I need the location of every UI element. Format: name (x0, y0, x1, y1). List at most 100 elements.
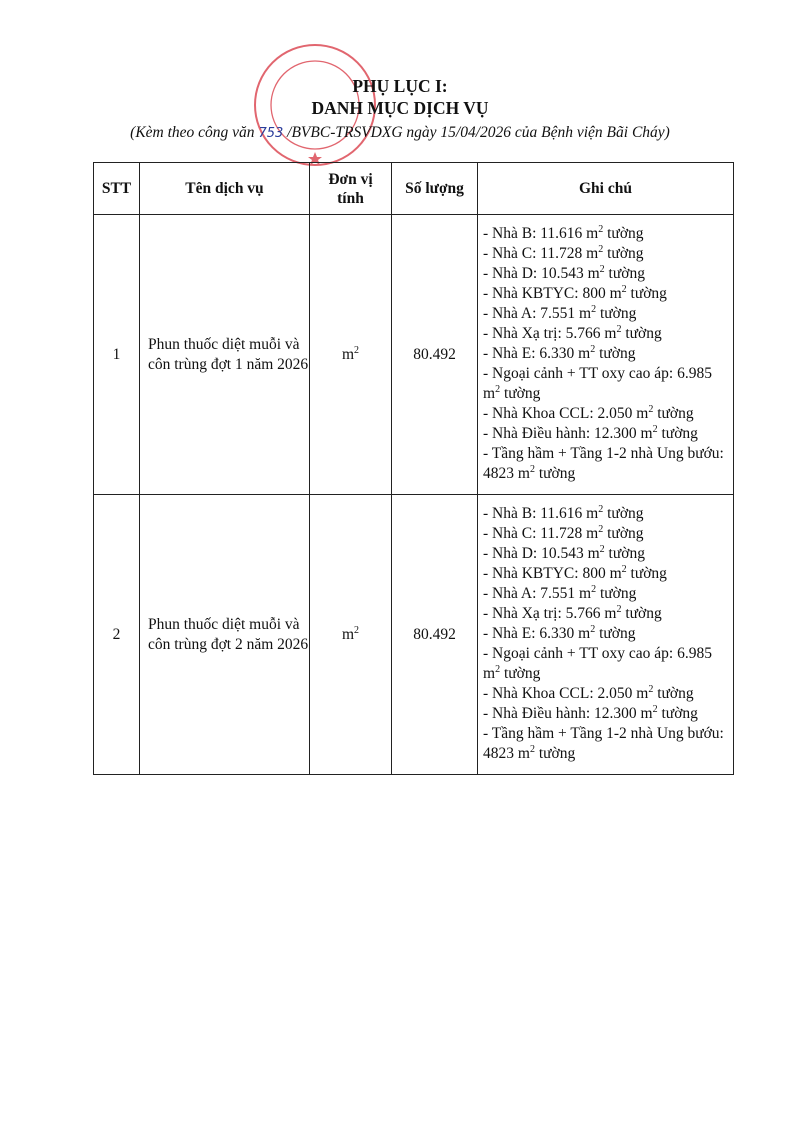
service-table: STT Tên dịch vụ Đơn vị tính Số lượng Ghi… (93, 162, 734, 775)
cell-notes: - Nhà B: 11.616 m2 tường - Nhà C: 11.728 … (477, 214, 734, 495)
handwritten-document-number: 753 (258, 126, 284, 141)
note-superscript: 2 (616, 323, 622, 335)
header-stt: STT (93, 162, 140, 215)
note-line: - Nhà D: 10.543 m2 tường (483, 544, 729, 564)
cell-notes: - Nhà B: 11.616 m2 tường - Nhà C: 11.728 … (477, 494, 734, 775)
note-line: - Nhà A: 7.551 m2 tường (483, 304, 729, 324)
note-superscript: 2 (621, 563, 627, 575)
subtitle-suffix: /BVBC-TRSVDXG ngày 15/04/2026 của Bệnh v… (283, 124, 670, 141)
note-text: - Nhà Khoa CCL: 2.050 m (483, 685, 649, 702)
unit-superscript: 2 (354, 624, 360, 636)
note-line: - Nhà C: 11.728 m2 tường (483, 244, 729, 264)
note-suffix: tường (626, 285, 667, 302)
note-suffix: tường (653, 405, 694, 422)
note-line: - Nhà E: 6.330 m2 tường (483, 624, 729, 644)
cell-service: Phun thuốc diệt muỗi và côn trùng đợt 1 … (139, 214, 310, 495)
note-superscript: 2 (598, 503, 604, 515)
note-superscript: 2 (621, 283, 627, 295)
note-text: - Nhà Khoa CCL: 2.050 m (483, 405, 649, 422)
note-suffix: tường (603, 505, 644, 522)
note-suffix: tường (595, 345, 636, 362)
note-superscript: 2 (648, 403, 654, 415)
note-line: - Nhà B: 11.616 m2 tường (483, 224, 729, 244)
note-line: - Nhà Điều hành: 12.300 m2 tường (483, 424, 729, 444)
note-text: - Nhà KBTYC: 800 m (483, 565, 622, 582)
note-suffix: tường (604, 545, 645, 562)
note-superscript: 2 (590, 343, 596, 355)
note-suffix: tường (500, 385, 541, 402)
header-service: Tên dịch vụ (139, 162, 310, 215)
note-line: - Nhà D: 10.543 m2 tường (483, 264, 729, 284)
note-suffix: tường (657, 705, 698, 722)
note-suffix: tường (534, 745, 576, 762)
note-suffix: tường (603, 525, 644, 542)
note-superscript: 2 (652, 703, 658, 715)
note-superscript: 2 (652, 423, 658, 435)
cell-unit: m2 (309, 494, 392, 775)
note-superscript: 2 (529, 463, 535, 475)
note-text: - Nhà Xạ trị: 5.766 m (483, 605, 617, 622)
note-text: - Nhà D: 10.543 m (483, 545, 600, 562)
cell-quantity: 80.492 (391, 214, 478, 495)
subtitle-prefix: (Kèm theo công văn (130, 124, 259, 141)
note-text: - Tầng hầm + Tầng 1-2 nhà Ung bướu: 4823… (483, 725, 724, 762)
note-text: - Nhà B: 11.616 m (483, 505, 599, 522)
note-suffix: tường (603, 245, 644, 262)
note-suffix: tường (603, 225, 644, 242)
note-text: - Nhà E: 6.330 m (483, 345, 591, 362)
note-superscript: 2 (590, 623, 596, 635)
note-text: - Ngoại cảnh + TT oxy cao áp: 6.985 m (483, 645, 712, 682)
note-text: - Ngoại cảnh + TT oxy cao áp: 6.985 m (483, 365, 712, 402)
note-line: - Nhà Khoa CCL: 2.050 m2 tường (483, 404, 729, 424)
table-row: 1 Phun thuốc diệt muỗi và côn trùng đợt 1… (93, 214, 734, 495)
note-text: - Nhà A: 7.551 m (483, 585, 592, 602)
note-line: - Nhà B: 11.616 m2 tường (483, 504, 729, 524)
note-line: - Nhà E: 6.330 m2 tường (483, 344, 729, 364)
note-line: - Nhà Điều hành: 12.300 m2 tường (483, 704, 729, 724)
note-suffix: tường (657, 425, 698, 442)
note-line: - Nhà Xạ trị: 5.766 m2 tường (483, 604, 729, 624)
note-superscript: 2 (598, 223, 604, 235)
cell-quantity: 80.492 (391, 494, 478, 775)
note-text: - Nhà Xạ trị: 5.766 m (483, 325, 617, 342)
header-unit: Đơn vị tính (309, 162, 392, 215)
note-text: - Nhà B: 11.616 m (483, 225, 599, 242)
table-row: 2 Phun thuốc diệt muỗi và côn trùng đợt 2… (93, 494, 734, 775)
note-suffix: tường (596, 305, 637, 322)
note-text: - Nhà Điều hành: 12.300 m (483, 705, 653, 722)
note-line: - Nhà Xạ trị: 5.766 m2 tường (483, 324, 729, 344)
note-line: - Ngoại cảnh + TT oxy cao áp: 6.985 m2 t… (483, 364, 729, 404)
note-line: - Nhà C: 11.728 m2 tường (483, 524, 729, 544)
appendix-subtitle: (Kèm theo công văn 753 /BVBC-TRSVDXG ngà… (0, 124, 800, 142)
note-suffix: tường (621, 605, 662, 622)
note-suffix: tường (500, 665, 541, 682)
note-superscript: 2 (591, 303, 597, 315)
note-suffix: tường (653, 685, 694, 702)
unit-text: m (341, 345, 355, 363)
note-line: - Nhà KBTYC: 800 m2 tường (483, 564, 729, 584)
note-superscript: 2 (591, 583, 597, 595)
note-suffix: tường (595, 625, 636, 642)
stamp-star-icon (308, 152, 322, 165)
note-text: - Nhà D: 10.543 m (483, 265, 600, 282)
note-text: - Nhà C: 11.728 m (483, 525, 599, 542)
note-suffix: tường (621, 325, 662, 342)
note-superscript: 2 (599, 543, 605, 555)
note-line: - Nhà A: 7.551 m2 tường (483, 584, 729, 604)
note-superscript: 2 (529, 743, 535, 755)
cell-service: Phun thuốc diệt muỗi và côn trùng đợt 2 … (139, 494, 310, 775)
note-text: - Nhà C: 11.728 m (483, 245, 599, 262)
cell-unit: m2 (309, 214, 392, 495)
header-quantity: Số lượng (391, 162, 478, 215)
note-line: - Nhà KBTYC: 800 m2 tường (483, 284, 729, 304)
note-superscript: 2 (495, 383, 501, 395)
note-text: - Nhà KBTYC: 800 m (483, 285, 622, 302)
note-superscript: 2 (598, 243, 604, 255)
appendix-heading: DANH MỤC DỊCH VỤ (311, 98, 489, 118)
note-line: - Tầng hầm + Tầng 1-2 nhà Ung bướu: 4823… (483, 444, 729, 484)
note-line: - Tầng hầm + Tầng 1-2 nhà Ung bướu: 4823… (483, 724, 729, 764)
unit-text: m (341, 625, 355, 643)
cell-stt: 2 (93, 494, 140, 775)
cell-stt: 1 (93, 214, 140, 495)
note-superscript: 2 (599, 263, 605, 275)
